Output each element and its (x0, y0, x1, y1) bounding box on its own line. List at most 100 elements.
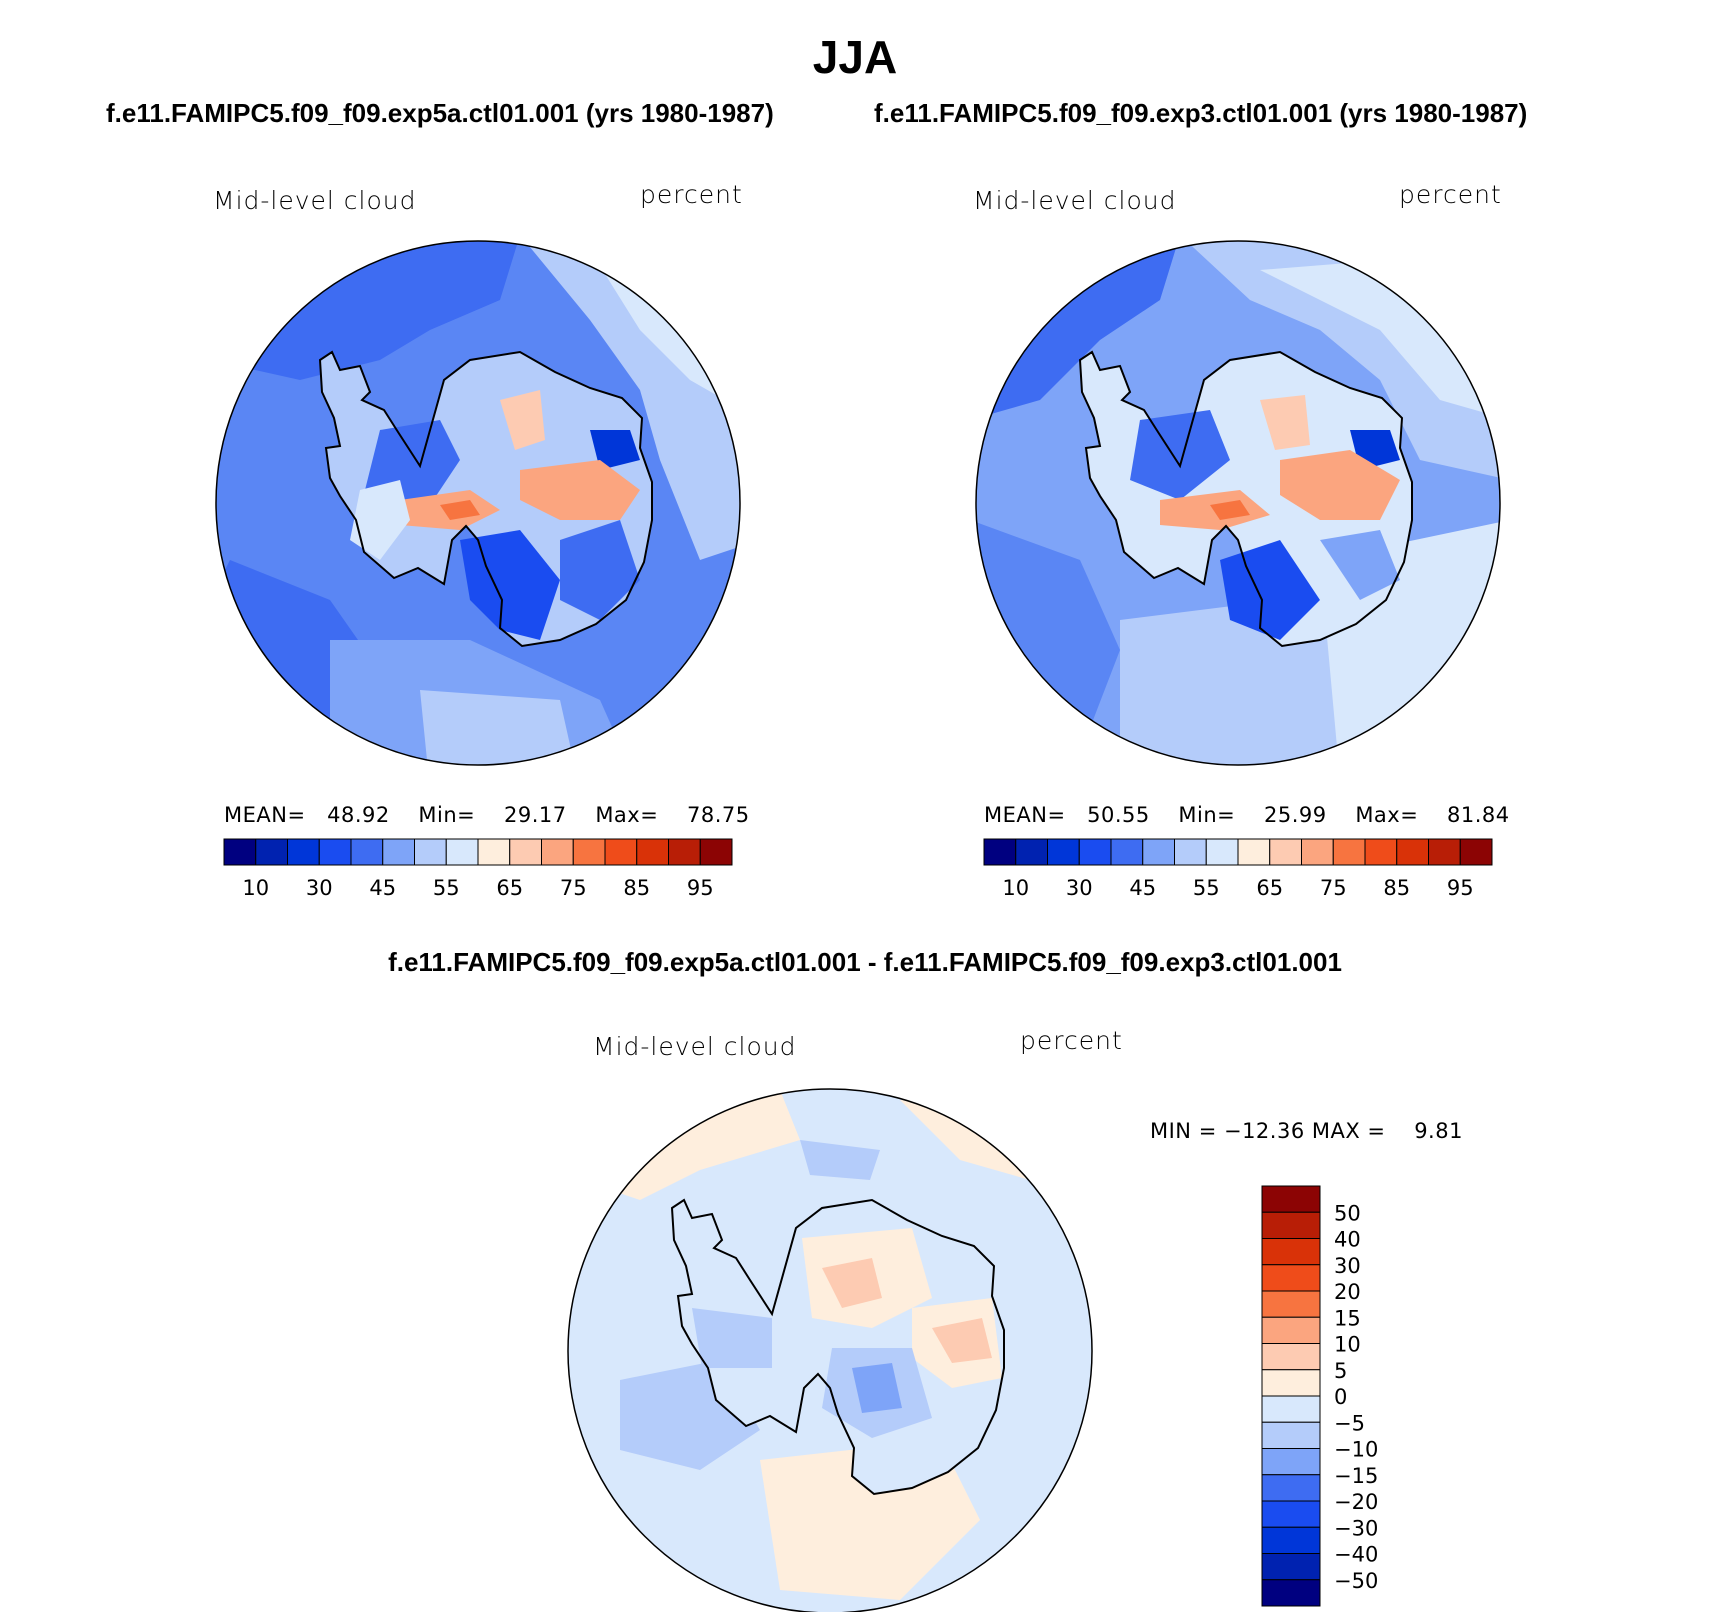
diff-colorbar-swatch (1261, 1316, 1321, 1344)
right-colorbar-swatch (1396, 838, 1429, 866)
left-colorbar-tick-label: 10 (242, 876, 269, 900)
diff-colorbar-swatch (1261, 1343, 1321, 1371)
left-colorbar-tick-label: 55 (433, 876, 460, 900)
left-max-value: 78.75 (687, 803, 750, 827)
right-colorbar-swatch (1459, 838, 1493, 866)
right-colorbar-swatch (1110, 838, 1144, 866)
right-colorbar-tick-label: 95 (1447, 876, 1474, 900)
right-colorbar: 10 30 45 55 65 75 85 95 (983, 838, 1493, 900)
diff-colorbar-swatch (1261, 1238, 1321, 1266)
difference-map (568, 1089, 1092, 1612)
right-units-label: percent (1399, 180, 1502, 209)
diff-colorbar-swatch (1261, 1579, 1321, 1607)
diff-stats: MIN = −12.36 MAX = 9.81 (1150, 1119, 1463, 1143)
left-colorbar-tick-label: 95 (687, 876, 714, 900)
right-colorbar-swatch (983, 838, 1017, 866)
diff-colorbar-tick-label: 5 (1334, 1359, 1347, 1383)
diff-colorbar-swatch (1261, 1553, 1321, 1581)
left-colorbar-swatch (668, 838, 701, 866)
right-colorbar-swatch (1428, 838, 1461, 866)
right-colorbar-swatch (1237, 838, 1271, 866)
diff-colorbar-swatch (1261, 1448, 1321, 1476)
diff-colorbar-tick-label: 50 (1334, 1201, 1361, 1225)
left-colorbar-tick-label: 65 (496, 876, 523, 900)
left-variable-label: Mid-level cloud (213, 186, 417, 215)
right-max-label: Max= (1355, 803, 1419, 827)
right-colorbar-tick-label: 65 (1256, 876, 1283, 900)
right-case-title: f.e11.FAMIPC5.f09_f09.exp3.ctl01.001 (yr… (874, 98, 1528, 128)
diff-colorbar-swatch (1261, 1185, 1321, 1213)
right-colorbar-swatch (1205, 838, 1239, 866)
diff-colorbar-tick-label: −30 (1334, 1516, 1378, 1540)
right-colorbar-swatch (1047, 838, 1080, 866)
left-mean-label: MEAN= (224, 803, 306, 827)
left-colorbar-swatch (382, 838, 415, 866)
right-colorbar-tick-label: 10 (1002, 876, 1029, 900)
diff-variable-label: Mid-level cloud (593, 1032, 797, 1061)
right-min-label: Min= (1178, 803, 1236, 827)
left-mean-value: 48.92 (327, 803, 390, 827)
right-mean-value: 50.55 (1087, 803, 1150, 827)
left-colorbar-swatch (414, 838, 447, 866)
diff-colorbar-swatch (1261, 1290, 1321, 1318)
left-stats: MEAN= 48.92 Min= 29.17 Max= 78.75 (224, 803, 750, 827)
right-colorbar-swatch (1364, 838, 1398, 866)
diff-colorbar-swatch (1261, 1500, 1321, 1528)
right-colorbar-swatch (1078, 838, 1112, 866)
diff-colorbar-tick-label: 10 (1334, 1333, 1361, 1357)
left-colorbar: 10 30 45 55 65 75 85 95 (223, 838, 733, 900)
left-colorbar-swatch (604, 838, 638, 866)
left-colorbar-swatch (572, 838, 606, 866)
diff-colorbar-tick-label: −15 (1334, 1464, 1378, 1488)
left-colorbar-swatch (477, 838, 511, 866)
left-colorbar-swatch (350, 838, 384, 866)
diff-colorbar-tick-label: 15 (1334, 1306, 1361, 1330)
diff-colorbar-tick-label: −20 (1334, 1490, 1378, 1514)
figure-title: JJA (812, 31, 898, 83)
left-colorbar-tick-label: 30 (306, 876, 333, 900)
right-min-value: 25.99 (1263, 803, 1327, 827)
right-colorbar-swatch (1015, 838, 1048, 866)
right-max-value: 81.84 (1447, 803, 1510, 827)
right-variable-label: Mid-level cloud (973, 186, 1177, 215)
left-max-label: Max= (595, 803, 659, 827)
right-colorbar-tick-label: 85 (1383, 876, 1410, 900)
left-colorbar-tick-label: 45 (369, 876, 396, 900)
left-units-label: percent (640, 180, 743, 209)
diff-colorbar-tick-label: 40 (1334, 1228, 1361, 1252)
right-colorbar-tick-label: 55 (1193, 876, 1220, 900)
diff-colorbar-swatch (1261, 1395, 1321, 1423)
left-min-value: 29.17 (503, 803, 567, 827)
diff-colorbar-tick-label: 30 (1334, 1254, 1361, 1278)
right-map-border (975, 240, 1501, 766)
right-colorbar-swatch (1142, 838, 1175, 866)
left-colorbar-swatch (509, 838, 542, 866)
left-colorbar-swatch (318, 838, 352, 866)
right-colorbar-swatch (1332, 838, 1366, 866)
right-colorbar-swatch (1174, 838, 1207, 866)
diff-colorbar-swatch (1261, 1474, 1321, 1502)
diff-units-label: percent (1020, 1026, 1123, 1055)
diff-colorbar-swatch (1261, 1264, 1321, 1292)
diff-colorbar-swatch (1261, 1421, 1321, 1449)
diff-colorbar-tick-label: 20 (1334, 1280, 1361, 1304)
right-colorbar-swatch (1301, 838, 1334, 866)
left-map-border (215, 240, 741, 766)
left-colorbar-swatch (255, 838, 288, 866)
right-stats: MEAN= 50.55 Min= 25.99 Max= 81.84 (984, 803, 1510, 827)
right-mean-label: MEAN= (984, 803, 1066, 827)
diff-map-border (567, 1088, 1093, 1612)
left-colorbar-swatch (541, 838, 574, 866)
diff-colorbar-swatch (1261, 1369, 1321, 1397)
diff-colorbar-tick-label: 0 (1334, 1385, 1347, 1409)
diff-colorbar-tick-label: −5 (1334, 1411, 1365, 1435)
right-colorbar-tick-label: 75 (1320, 876, 1347, 900)
left-colorbar-swatch (445, 838, 479, 866)
right-colorbar-tick-label: 45 (1129, 876, 1156, 900)
diff-colorbar-tick-label: −10 (1334, 1438, 1378, 1462)
right-colorbar-swatch (1269, 838, 1302, 866)
right-map (976, 241, 1500, 765)
diff-colorbar-tick-label: −40 (1334, 1543, 1378, 1567)
